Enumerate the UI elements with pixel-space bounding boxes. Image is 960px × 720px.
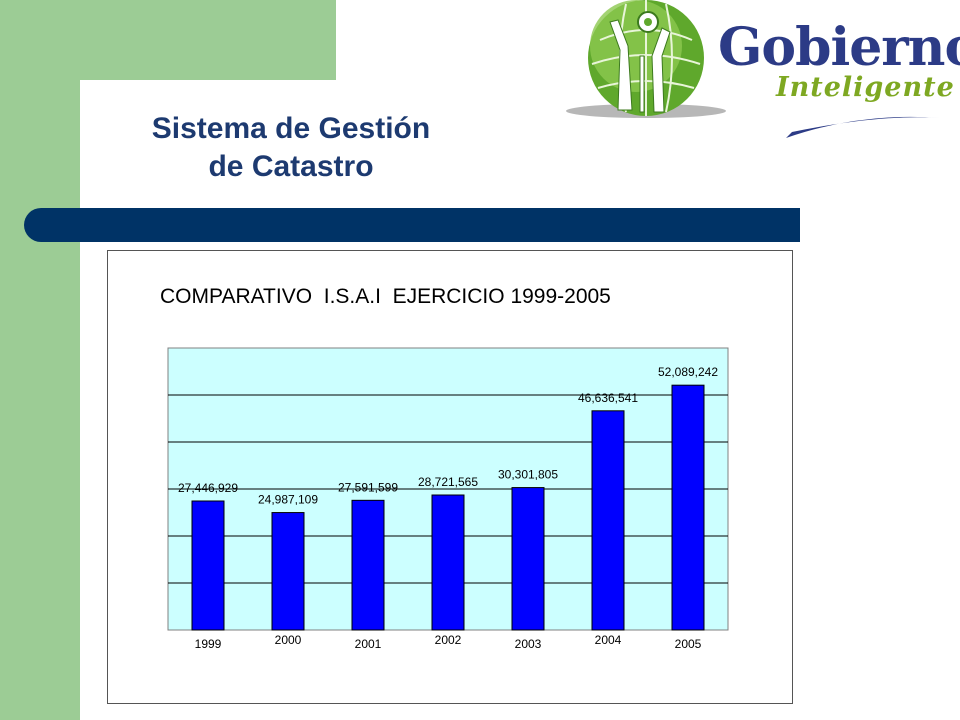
x-tick-2003: 2003 bbox=[515, 637, 542, 651]
gobierno-inteligente-logo bbox=[566, 0, 940, 138]
x-tick-1999: 1999 bbox=[195, 637, 222, 651]
green-top-band bbox=[80, 0, 336, 80]
data-label-2002: 28,721,565 bbox=[418, 475, 478, 489]
data-label-2001: 27,591,599 bbox=[338, 480, 398, 494]
bar-1999 bbox=[191, 500, 225, 631]
x-tick-2001: 2001 bbox=[355, 637, 382, 651]
green-side-band bbox=[0, 0, 80, 720]
bar-2005 bbox=[671, 384, 705, 631]
figures-icon bbox=[609, 19, 671, 113]
data-label-2003: 30,301,805 bbox=[498, 468, 558, 482]
bar-2000 bbox=[271, 512, 305, 631]
x-tick-2002: 2002 bbox=[435, 633, 462, 647]
logo-swoosh bbox=[786, 116, 940, 138]
slide-title: Sistema de Gestión de Catastro bbox=[96, 110, 486, 186]
data-label-2005: 52,089,242 bbox=[658, 365, 718, 379]
x-tick-2005: 2005 bbox=[675, 637, 702, 651]
logo-word-inteligente: Inteligente bbox=[776, 72, 955, 103]
slide-title-line2: de Catastro bbox=[208, 150, 374, 183]
x-tick-2004: 2004 bbox=[595, 633, 622, 647]
bar-2004 bbox=[591, 410, 625, 631]
logo-word-gobierno: Gobierno bbox=[718, 17, 960, 78]
chart-title: COMPARATIVO I.S.A.I EJERCICIO 1999-2005 bbox=[160, 285, 611, 308]
bar-2003 bbox=[511, 487, 545, 631]
x-tick-2000: 2000 bbox=[275, 633, 302, 647]
bar-2001 bbox=[351, 499, 385, 631]
data-label-2000: 24,987,109 bbox=[258, 493, 318, 507]
data-label-2004: 46,636,541 bbox=[578, 391, 638, 405]
data-label-1999: 27,446,929 bbox=[178, 481, 238, 495]
title-divider-bar bbox=[24, 208, 800, 242]
slide-title-line1: Sistema de Gestión bbox=[151, 112, 431, 145]
bar-2002 bbox=[431, 494, 465, 631]
